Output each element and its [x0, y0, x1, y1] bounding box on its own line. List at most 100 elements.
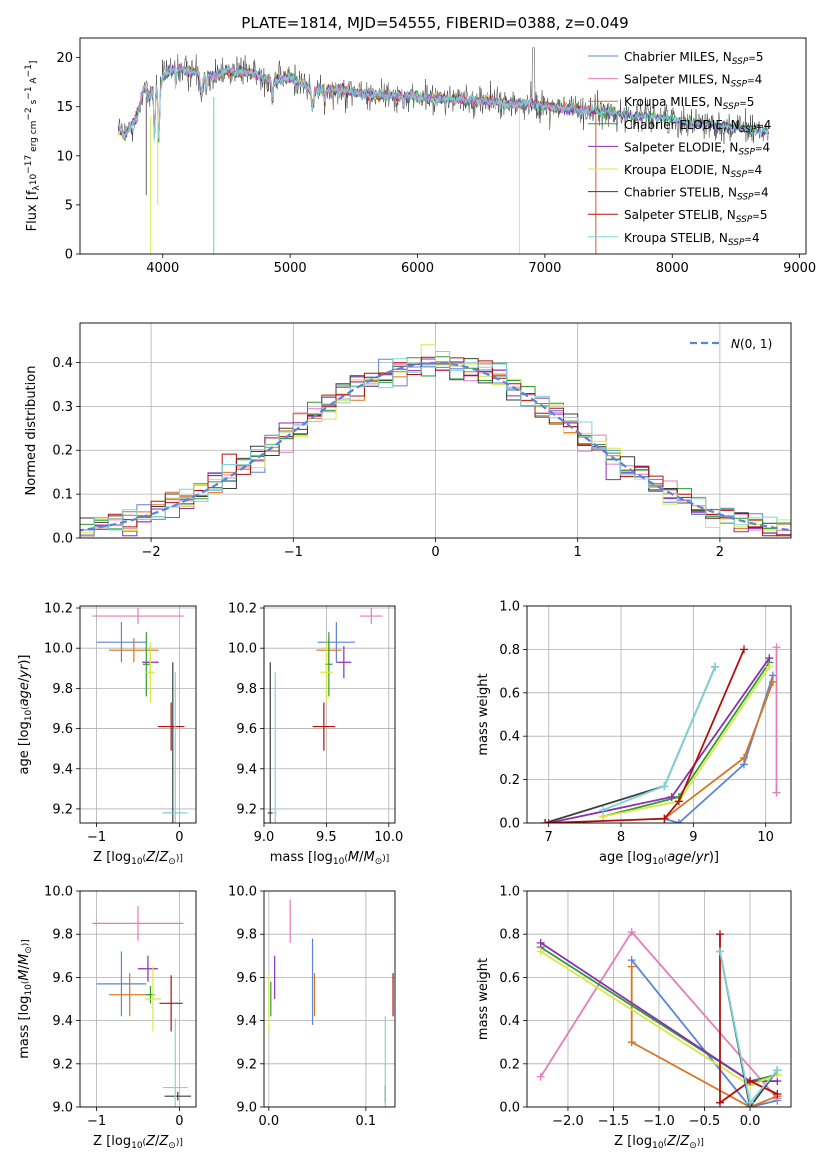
label-part: ] [29, 61, 39, 65]
label-part: Chabrier STELIB [624, 186, 720, 200]
label-part: )] [709, 850, 719, 865]
y-tick-label: 0.6 [499, 686, 520, 701]
label-part: M [17, 969, 32, 980]
y-tick-label: 10.0 [44, 885, 73, 900]
x-tick-label: −1.0 [643, 1114, 675, 1129]
y-tick-label: 9.8 [236, 682, 257, 697]
label-part: , N [706, 95, 723, 109]
label-part: , N [723, 118, 740, 132]
y-tick-label: 1.0 [499, 885, 520, 900]
label-part: SSP [723, 102, 740, 112]
data-point [92, 906, 184, 941]
y-tick-label: 9.6 [236, 971, 257, 986]
x-tick-label: −2.0 [552, 1114, 584, 1129]
x-tick-label: 0 [431, 545, 439, 560]
data-point [312, 702, 336, 751]
label-part: = [755, 144, 763, 154]
label-part: ⊙ [24, 946, 34, 954]
y-axis-label: age [log10(age/yr)] [17, 654, 34, 774]
series-line [545, 649, 745, 823]
label-part: (0, 1) [740, 337, 772, 351]
axes-frame [79, 322, 792, 539]
label-part: Kroupa ELODIE [624, 163, 714, 177]
y-tick-label: 20 [56, 51, 73, 66]
label-part: age [log [599, 850, 652, 865]
label-part: 4 [755, 73, 763, 87]
label-part: 10 [29, 174, 39, 186]
label-part: 10 [652, 857, 664, 867]
x-tick-label: −1 [87, 830, 106, 845]
label-part: = [752, 212, 760, 222]
panel-mass_weight_vs_Z: −2.0 −1.5 −1.0 −0.5 0.0 0.0 0.2 0.4 0.6 0.8 1.0 Z [… [476, 885, 792, 1151]
y-tick-label: 9.2 [236, 1057, 257, 1072]
label-part: = [744, 235, 752, 245]
x-tick-label: 0.1 [356, 1114, 377, 1129]
x-tick-label: 8 [617, 830, 625, 845]
plus-marker [674, 819, 683, 823]
plus-marker [536, 1072, 545, 1081]
label-part: ( [664, 1138, 668, 1148]
x-tick-label: 9.0 [254, 830, 275, 845]
plus-marker [715, 1098, 724, 1107]
y-tick-label: 9.4 [236, 762, 257, 777]
data-point [157, 702, 185, 751]
plot-area [117, 47, 770, 254]
label-part: age [log [17, 721, 32, 774]
y-tick-label: 1.0 [499, 600, 520, 615]
plus-marker [541, 819, 550, 823]
x-tick-label: 7 [545, 830, 553, 845]
label-part: mass [log [17, 996, 32, 1059]
data-point [96, 951, 147, 1017]
label-part: SSP [728, 238, 745, 248]
plot-area [80, 344, 791, 537]
label-part: Salpeter STELIB [624, 208, 719, 222]
legend-entry: Salpeter MILES, NSSP=4 [624, 73, 762, 90]
label-part: ⊙ [689, 1141, 697, 1151]
data-point [109, 973, 151, 1017]
label-part: Kroupa MILES [624, 95, 706, 109]
plus-marker [765, 662, 774, 671]
plus-marker [667, 792, 676, 801]
x-tick-label: 7000 [528, 261, 561, 276]
y-tick-label: 9.4 [52, 1014, 73, 1029]
y-axis-label: Normed distribution [24, 366, 39, 496]
y-tick-label: 9.0 [236, 1101, 257, 1116]
label-part: Z [log [614, 1134, 652, 1149]
label-part: yr [17, 663, 32, 679]
plot-area [268, 899, 394, 1107]
y-tick-label: 15 [56, 100, 73, 115]
plus-marker [739, 645, 748, 654]
label-part: λ [32, 185, 42, 191]
y-tick-label: 0.2 [52, 444, 73, 459]
plot-area [92, 608, 188, 823]
label-part: 10 [24, 984, 34, 996]
y-tick-label: 0.0 [499, 1101, 520, 1116]
x-tick-label: −0.5 [689, 1114, 721, 1129]
y-axis-label: mass weight [476, 958, 491, 1040]
y-tick-label: 10 [56, 149, 73, 164]
axes-frame [79, 605, 197, 824]
label-part: SSP [731, 80, 748, 90]
label-part: / [17, 677, 32, 682]
plot-area [92, 906, 192, 1107]
label-part: ( [21, 981, 31, 985]
data-point [267, 662, 273, 823]
label-part: N [731, 337, 740, 351]
x-tick-label: 0 [175, 1114, 183, 1129]
plus-marker [768, 677, 777, 686]
y-tick-label: 9.0 [52, 1101, 73, 1116]
data-point [317, 622, 356, 663]
label-part: ⊙ [375, 857, 383, 867]
label-part: 10 [131, 857, 143, 867]
panel-residuals: −2 −1 0 1 2 0.0 0.1 0.2 0.3 0.4 Normed distributio… [24, 322, 792, 560]
label-part: −1 [24, 64, 34, 77]
y-tick-label: 9.6 [236, 722, 257, 737]
label-part: )] [17, 654, 32, 664]
label-part: ⊙ [168, 857, 176, 867]
legend-entry: Kroupa MILES, NSSP=5 [624, 95, 754, 112]
label-part: M [17, 954, 32, 965]
label-part: 10 [652, 1141, 664, 1151]
label-part: Z [158, 850, 169, 865]
y-tick-label: 0.2 [499, 773, 520, 788]
